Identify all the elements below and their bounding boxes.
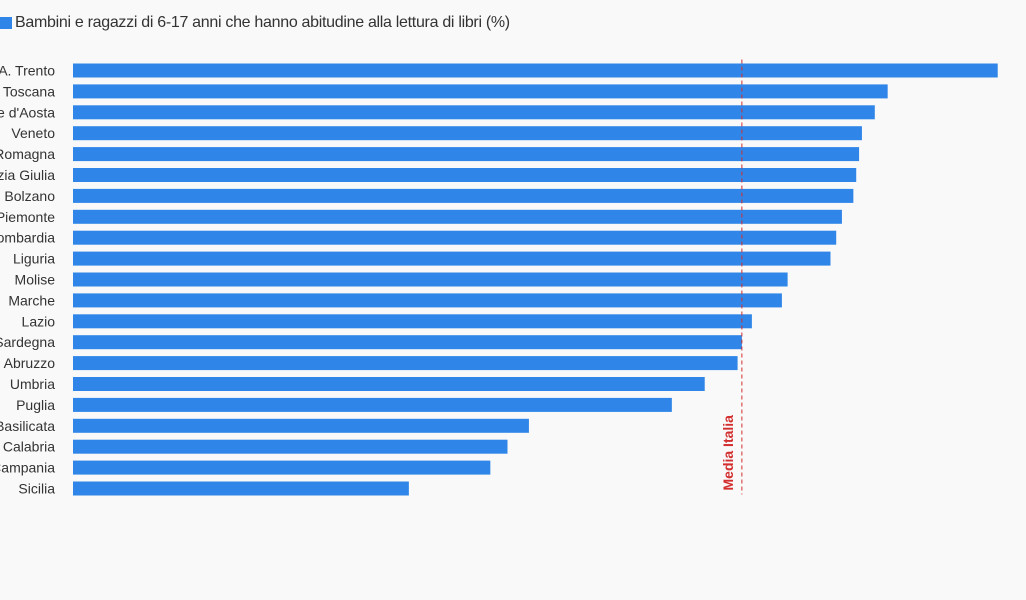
category-label: Basilicata [0,418,55,434]
category-label: Veneto [11,125,55,141]
reference-line-label: Media Italia [720,415,736,491]
legend-label: Bambini e ragazzi di 6-17 anni che hanno… [15,14,510,31]
bar[interactable] [73,105,875,120]
category-label: Campania [0,460,55,476]
bar[interactable] [73,460,491,475]
category-label: Puglia [16,397,55,413]
category-label: P.A. Bolzano [0,188,55,204]
category-label: Friuli-Venezia Giulia [0,167,55,183]
category-label: Molise [15,272,56,288]
category-label: Calabria [3,439,55,455]
bar[interactable] [73,272,788,287]
bar[interactable] [73,209,842,224]
chart-legend: Bambini e ragazzi di 6-17 anni che hanno… [0,14,510,32]
category-label: Lombardia [0,230,55,246]
category-label: Valle d'Aosta [0,104,55,120]
category-label: Abruzzo [4,355,56,371]
bar[interactable] [73,84,888,99]
bar[interactable] [73,314,752,329]
category-label: Sardegna [0,334,55,350]
bar[interactable] [73,168,857,182]
category-label: Emilia-Romagna [0,146,55,162]
category-label: Marche [8,292,55,308]
category-label: Lazio [22,313,56,329]
bar[interactable] [73,126,862,141]
bar[interactable] [73,356,738,371]
bar[interactable] [73,439,508,454]
category-label: Piemonte [0,209,55,225]
category-label: Umbria [10,376,55,392]
bar[interactable] [73,418,529,433]
category-label: Sicilia [18,481,55,497]
bar[interactable] [73,397,672,412]
bar[interactable] [73,335,742,350]
legend-swatch [0,17,12,29]
bar[interactable] [73,377,705,391]
category-label: Toscana [3,83,55,99]
bar[interactable] [73,230,837,245]
bar[interactable] [73,481,409,496]
bar[interactable] [73,63,998,78]
bar[interactable] [73,147,860,162]
category-label: Liguria [13,251,55,267]
bar[interactable] [73,188,854,203]
bar[interactable] [73,293,782,308]
bar[interactable] [73,251,831,266]
category-label: P.A. Trento [0,63,55,79]
